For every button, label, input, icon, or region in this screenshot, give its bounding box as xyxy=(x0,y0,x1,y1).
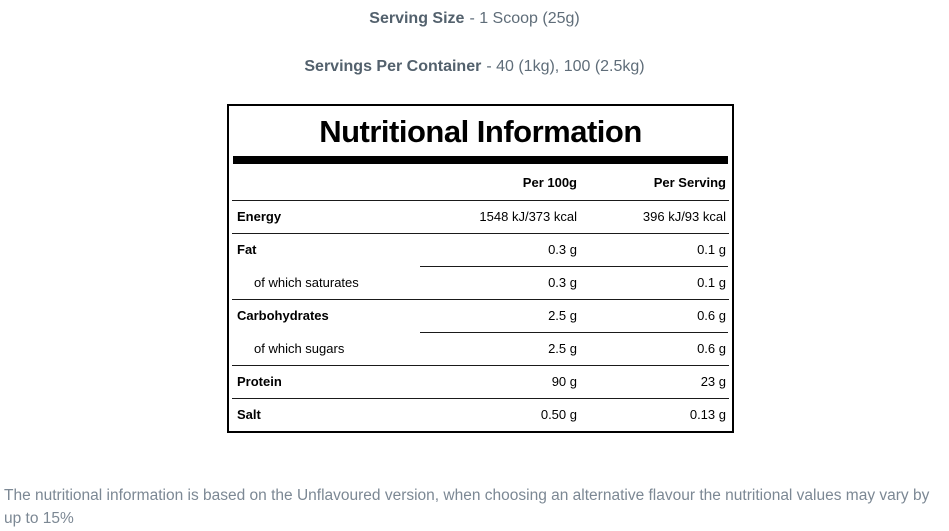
table-row-salt: Salt 0.50 g 0.13 g xyxy=(229,398,732,431)
serving-size-line: Serving Size - 1 Scoop (25g) xyxy=(0,10,949,28)
table-row-fat: Fat 0.3 g 0.1 g xyxy=(229,233,732,266)
footnote: The nutritional information is based on … xyxy=(4,487,930,527)
row-value-per-100g: 1548 kJ/373 kcal xyxy=(479,209,577,224)
table-row-energy: Energy 1548 kJ/373 kcal 396 kJ/93 kcal xyxy=(229,200,732,233)
row-label: Carbohydrates xyxy=(237,308,329,323)
row-label: of which sugars xyxy=(254,341,345,356)
table-row-of-which-sugars: of which sugars 2.5 g 0.6 g xyxy=(229,332,732,365)
row-value-per-serving: 396 kJ/93 kcal xyxy=(642,209,726,224)
row-value-per-100g: 2.5 g xyxy=(548,308,577,323)
row-value-per-serving: 0.6 g xyxy=(697,341,726,356)
column-headers-row: Per 100g Per Serving xyxy=(229,164,732,200)
divider-bar xyxy=(233,156,728,164)
row-label: Protein xyxy=(237,374,282,389)
column-header-per-100g: Per 100g xyxy=(522,174,577,190)
serving-size-label: Serving Size xyxy=(369,10,465,27)
servings-per-container-value: - 40 (1kg), 100 (2.5kg) xyxy=(486,58,645,75)
row-value-per-100g: 0.3 g xyxy=(548,275,577,290)
servings-per-container-label: Servings Per Container xyxy=(304,58,482,75)
column-header-per-serving: Per Serving xyxy=(653,174,726,190)
nutrition-information-table: Nutritional Information Per 100g Per Ser… xyxy=(227,104,734,433)
row-label: of which saturates xyxy=(254,275,359,290)
table-row-protein: Protein 90 g 23 g xyxy=(229,365,732,398)
row-value-per-100g: 0.3 g xyxy=(548,242,577,257)
row-label: Salt xyxy=(237,407,261,422)
row-label: Energy xyxy=(237,209,282,224)
row-value-per-serving: 23 g xyxy=(700,374,726,389)
row-value-per-serving: 0.1 g xyxy=(697,242,726,257)
row-label: Fat xyxy=(237,242,257,257)
row-value-per-100g: 2.5 g xyxy=(548,341,577,356)
row-value-per-100g: 90 g xyxy=(551,374,577,389)
nutrition-table-title: Nutritional Information xyxy=(319,114,642,149)
table-row-of-which-saturates: of which saturates 0.3 g 0.1 g xyxy=(229,266,732,299)
row-value-per-serving: 0.1 g xyxy=(697,275,726,290)
row-value-per-100g: 0.50 g xyxy=(540,407,577,422)
serving-size-value: - 1 Scoop (25g) xyxy=(469,10,580,27)
table-row-carbohydrates: Carbohydrates 2.5 g 0.6 g xyxy=(229,299,732,332)
row-value-per-serving: 0.13 g xyxy=(689,407,726,422)
servings-per-container-line: Servings Per Container - 40 (1kg), 100 (2… xyxy=(0,58,949,76)
row-value-per-serving: 0.6 g xyxy=(697,308,726,323)
